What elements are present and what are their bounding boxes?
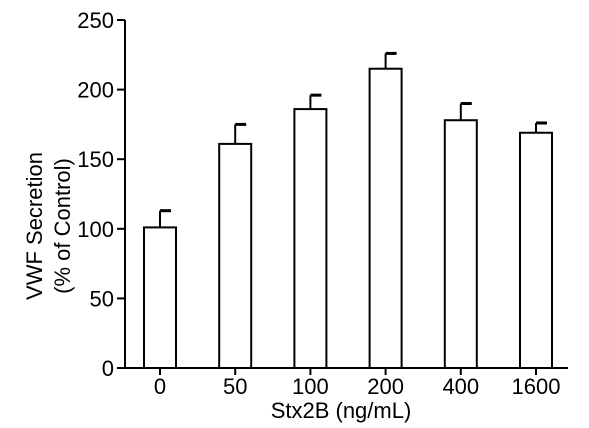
y-tick-label: 0	[102, 356, 114, 381]
y-tick-label: 200	[77, 78, 114, 103]
y-tick-label: 150	[77, 147, 114, 172]
x-tick-label: 0	[154, 374, 166, 399]
y-tick-label: 50	[90, 286, 114, 311]
y-tick-label: 100	[77, 217, 114, 242]
x-axis: 0 50 100 200 400 1600	[125, 367, 568, 399]
y-axis-title-line1: VWF Secretion	[22, 152, 47, 300]
x-axis-title: Stx2B (ng/mL)	[271, 398, 412, 423]
x-tick-label: 50	[223, 374, 247, 399]
bar-0	[143, 226, 177, 369]
x-tick-label: 1600	[512, 374, 561, 399]
bars	[143, 51, 553, 369]
bar-100	[293, 108, 328, 369]
x-tick-label: 200	[367, 374, 404, 399]
bar-1600	[519, 131, 553, 369]
x-tick-label: 400	[442, 374, 479, 399]
bar-50	[218, 142, 253, 369]
bar-400	[443, 119, 478, 369]
y-axis: 0 50 100 150 200 250	[77, 8, 126, 381]
bar-200	[368, 67, 403, 369]
y-tick-label: 250	[77, 8, 114, 33]
x-tick-label: 100	[292, 374, 329, 399]
y-axis-title-line2: (% of Control)	[50, 158, 75, 294]
